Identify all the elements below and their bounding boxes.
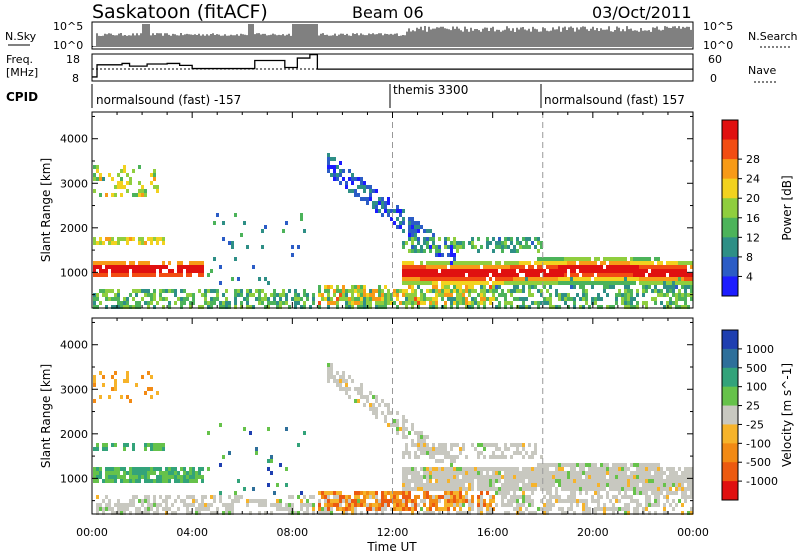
- velocity-y-tick-1000: 1000: [60, 472, 88, 485]
- velocity-colorbar-swatch: [722, 481, 738, 501]
- power-colorbar-swatch: [722, 139, 738, 160]
- velocity-heatmap-cells: [93, 363, 693, 515]
- power-colorbar-swatch: [722, 159, 738, 180]
- nave-tick-top: 60: [708, 53, 722, 66]
- velocity-colorbar-label: -25: [746, 418, 764, 431]
- x-tick-0: 00:00: [76, 526, 108, 539]
- x-axis-title: Time UT: [366, 540, 417, 554]
- power-colorbar-label: 28: [746, 153, 760, 166]
- velocity-colorbar-label: -100: [746, 437, 771, 450]
- velocity-colorbar-title: Velocity [m s^-1]: [780, 363, 794, 467]
- x-tick-5: 20:00: [577, 526, 609, 539]
- velocity-colorbar-swatch: [722, 367, 738, 388]
- velocity-colorbar-label: -500: [746, 456, 771, 469]
- velocity-colorbar-label: 25: [746, 400, 760, 413]
- power-colorbar-swatch: [722, 256, 738, 277]
- velocity-colorbar-label: 1000: [746, 343, 774, 356]
- power-y-tick-2000: 2000: [60, 222, 88, 235]
- freq-label-1: Freq.: [6, 53, 33, 66]
- velocity-y-tick-4000: 4000: [60, 339, 88, 352]
- nsky-trace: [92, 24, 692, 47]
- velocity-colorbar-swatch: [722, 424, 738, 444]
- power-colorbar-label: 4: [746, 270, 753, 283]
- cpid-segment-2: themis 3300: [393, 83, 468, 97]
- power-colorbar-swatch: [722, 120, 738, 141]
- power-panel: 1000 2000 3000 4000 Slant Range [km]: [39, 111, 694, 309]
- velocity-y-tick-3000: 3000: [60, 383, 88, 396]
- x-tick-1: 04:00: [176, 526, 208, 539]
- velocity-panel: 1000 2000 3000 4000 Slant Range [km]: [39, 317, 694, 515]
- cpid-segment-1: normalsound (fast) -157: [96, 93, 241, 107]
- nave-label: Nave: [748, 64, 776, 77]
- velocity-colorbar-swatch: [722, 386, 738, 407]
- freq-trace: [92, 53, 693, 78]
- x-tick-3: 12:00: [377, 526, 409, 539]
- power-colorbar-label: 16: [746, 212, 760, 225]
- velocity-colorbar-swatch: [722, 462, 738, 482]
- nsky-strip: N.Sky 10^5 10^0 10^5 10^0 N.Search: [5, 20, 798, 52]
- freq-strip: Freq. [MHz] 18 8 60 0 Nave: [6, 53, 776, 85]
- velocity-colorbar-label: 100: [746, 381, 767, 394]
- power-colorbar-swatch: [722, 178, 738, 199]
- power-colorbar-swatch: [722, 237, 738, 258]
- freq-tick-bottom: 8: [72, 72, 79, 85]
- velocity-colorbar-swatch: [722, 405, 738, 425]
- power-y-tick-1000: 1000: [60, 266, 88, 279]
- velocity-colorbar-swatch: [722, 348, 738, 369]
- beam-title: Beam 06: [352, 3, 424, 22]
- power-y-tick-3000: 3000: [60, 177, 88, 190]
- nsky-label: N.Sky: [5, 30, 37, 43]
- power-colorbar-label: 20: [746, 192, 760, 205]
- cpid-strip: CPID normalsound (fast) -157 themis 3300…: [6, 83, 685, 108]
- time-axis: 00:00 04:00 08:00 12:00 16:00 20:00 00:00: [76, 526, 709, 539]
- power-colorbar-swatch: [722, 217, 738, 238]
- power-y-axis-title: Slant Range [km]: [39, 158, 53, 262]
- date-title: 03/Oct/2011: [592, 3, 692, 22]
- nsearch-label: N.Search: [748, 30, 798, 43]
- power-heatmap-cells: [93, 153, 693, 309]
- velocity-y-tick-2000: 2000: [60, 428, 88, 441]
- power-colorbar-title: Power [dB]: [780, 175, 794, 240]
- power-colorbar-label: 12: [746, 231, 760, 244]
- x-tick-4: 16:00: [477, 526, 509, 539]
- nsearch-tick-bottom: 10^0: [703, 39, 733, 52]
- power-colorbar: 4 8 12 16 20 24 28 Power [dB]: [721, 119, 794, 297]
- velocity-y-axis-title: Slant Range [km]: [39, 364, 53, 468]
- velocity-colorbar-swatch: [722, 330, 738, 350]
- x-tick-6: 00:00: [677, 526, 709, 539]
- power-colorbar-label: 24: [746, 173, 760, 186]
- power-colorbar-swatch: [722, 276, 738, 297]
- nsky-tick-top: 10^5: [53, 20, 83, 33]
- freq-tick-top: 18: [66, 53, 80, 66]
- cpid-label: CPID: [6, 90, 38, 104]
- x-tick-2: 08:00: [276, 526, 308, 539]
- power-colorbar-label: 8: [746, 251, 753, 264]
- power-y-tick-4000: 4000: [60, 133, 88, 146]
- station-title: Saskatoon (fitACF): [92, 1, 268, 23]
- velocity-colorbar-label: -1000: [746, 475, 778, 488]
- freq-label-2: [MHz]: [6, 66, 38, 79]
- nsky-tick-bottom: 10^0: [53, 39, 83, 52]
- cpid-segment-3: normalsound (fast) 157: [544, 93, 685, 107]
- power-colorbar-swatch: [722, 198, 738, 219]
- nave-tick-bottom: 0: [710, 72, 717, 85]
- velocity-colorbar-label: 500: [746, 362, 767, 375]
- nsearch-tick-top: 10^5: [703, 20, 733, 33]
- velocity-colorbar-swatch: [722, 443, 738, 463]
